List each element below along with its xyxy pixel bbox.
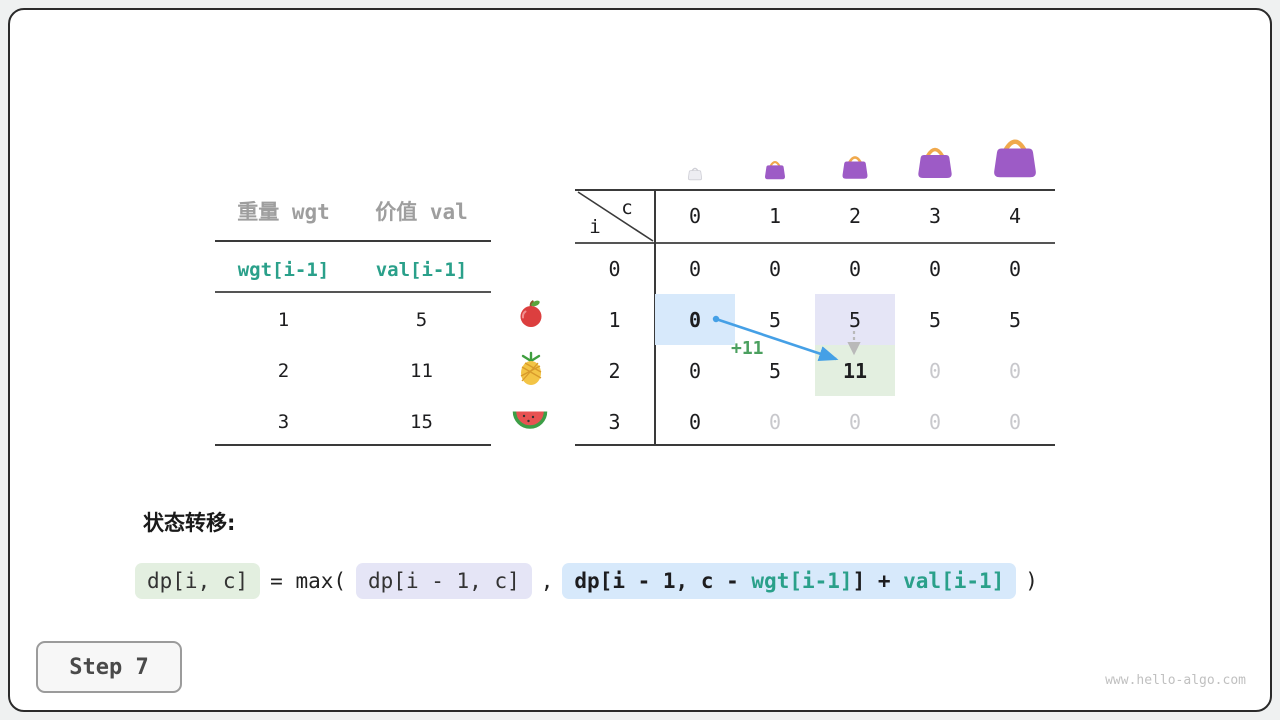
items-subheader-val: val[i-1]: [375, 259, 468, 281]
formula-close-paren: ): [1025, 569, 1038, 593]
items-row1-val: 11: [410, 360, 433, 382]
dp-table-line-header: [575, 242, 1055, 244]
formula-take-wgt: wgt[i-1]: [751, 569, 853, 593]
items-header-val: 价值 val: [375, 200, 468, 224]
dp-cell-2-4: 0: [1008, 358, 1022, 383]
items-row0-val: 5: [415, 309, 428, 331]
dp-cell-1-0: 0: [655, 294, 735, 345]
dp-corner-diagonal: [577, 191, 654, 242]
formula-token-dp-take: dp[i - 1, c - wgt[i-1]] + val[i-1]: [562, 563, 1017, 599]
dp-cell-0-1: 0: [768, 256, 782, 281]
formula-take-val: val[i-1]: [903, 569, 1005, 593]
dp-cell-2-3: 0: [928, 358, 942, 383]
transition-formula: dp[i, c] = max( dp[i - 1, c] , dp[i - 1,…: [135, 561, 1038, 601]
dp-col-header-0: 0: [688, 204, 702, 228]
dp-col-header-2: 2: [848, 204, 862, 228]
step-button[interactable]: Step 7: [36, 641, 182, 693]
dp-row-label-3: 3: [608, 409, 621, 434]
dp-cell-3-3: 0: [928, 409, 942, 434]
formula-take-prefix: dp[i - 1, c -: [574, 569, 752, 593]
dp-cell-1-4: 5: [1008, 307, 1022, 332]
formula-token-dp-i-c: dp[i, c]: [135, 563, 261, 599]
bag-ghost-icon: [687, 165, 703, 185]
dp-col-header-1: 1: [768, 204, 782, 228]
watermelon-icon: [512, 408, 548, 436]
items-row0-wgt: 1: [277, 309, 290, 331]
dp-cell-2-0: 0: [688, 358, 702, 383]
dp-row-label-0: 0: [608, 256, 621, 281]
bag-xlarge-icon: [990, 131, 1040, 185]
dp-table-line-bottom: [575, 444, 1055, 446]
annotation-plus-11: +11: [731, 338, 764, 359]
dp-cell-3-2: 0: [848, 409, 862, 434]
dp-cell-0-0: 0: [688, 256, 702, 281]
dp-corner-label-c: c: [621, 197, 633, 219]
apple-icon: [516, 298, 546, 332]
dp-cell-3-4: 0: [1008, 409, 1022, 434]
items-row2-wgt: 3: [277, 411, 290, 433]
items-header-wgt: 重量 wgt: [237, 200, 330, 224]
items-table-line-bottom: [215, 444, 491, 446]
formula-equals-max: = max(: [270, 569, 347, 593]
dp-col-header-3: 3: [928, 204, 942, 228]
dp-cell-1-3: 5: [928, 307, 942, 332]
dp-col-header-4: 4: [1008, 204, 1022, 228]
bag-large-icon: [915, 141, 955, 185]
dp-row-label-2: 2: [608, 358, 621, 383]
items-table-line-top: [215, 240, 491, 242]
items-subheader-wgt: wgt[i-1]: [237, 259, 330, 281]
dp-cell-3-1: 0: [768, 409, 782, 434]
items-row1-wgt: 2: [277, 360, 290, 382]
dp-corner-label-i: i: [589, 216, 601, 238]
dp-cell-3-0: 0: [688, 409, 702, 434]
items-table-line-mid: [215, 291, 491, 293]
dp-table-line-top: [575, 189, 1055, 191]
formula-token-dp-i1-c: dp[i - 1, c]: [356, 563, 532, 599]
dp-row-label-1: 1: [608, 307, 621, 332]
formula-take-mid: ] +: [852, 569, 904, 593]
watermark: www.hello-algo.com: [1105, 673, 1246, 688]
dp-cell-1-2: 5: [815, 294, 895, 345]
dp-cell-0-3: 0: [928, 256, 942, 281]
dp-cell-0-4: 0: [1008, 256, 1022, 281]
items-row2-val: 15: [410, 411, 433, 433]
bag-medium-icon: [840, 151, 870, 185]
formula-comma: ,: [540, 569, 554, 593]
bag-small-icon: [763, 157, 787, 185]
pineapple-icon: [517, 350, 545, 390]
dp-cell-2-1: 5: [768, 358, 782, 383]
dp-cell-0-2: 0: [848, 256, 862, 281]
dp-cell-2-2: 11: [815, 345, 895, 396]
transition-label: 状态转移:: [143, 511, 236, 535]
